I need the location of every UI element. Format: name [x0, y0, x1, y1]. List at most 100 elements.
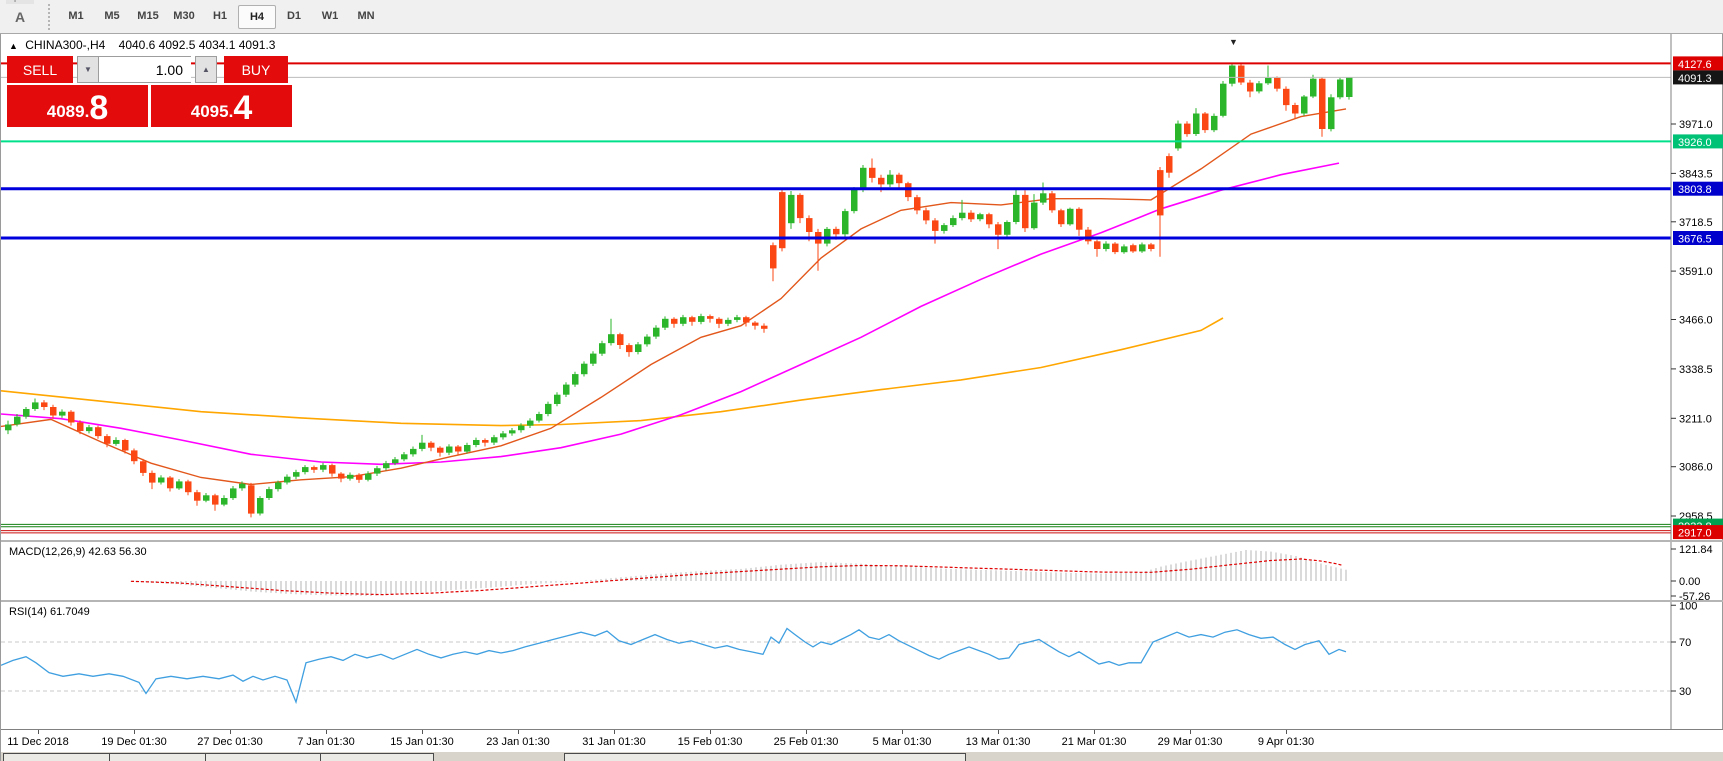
- one-click-trading-panel: SELL ▼ 1.00 ▲ BUY 4089. 8 4095. 4: [7, 56, 292, 127]
- time-tick: [806, 730, 807, 734]
- price-tick-label: 3843.5: [1679, 168, 1713, 180]
- time-tick: [614, 730, 615, 734]
- price-badge: 3676.5: [1673, 231, 1723, 246]
- time-tick: [518, 730, 519, 734]
- time-tick-label: 9 Apr 01:30: [1257, 736, 1315, 748]
- ma-fast-line: [1, 108, 1347, 486]
- time-tick: [326, 730, 327, 734]
- toolbar-separator: [48, 3, 50, 30]
- time-tick-label: 11 Dec 2018: [7, 736, 69, 748]
- time-tick-label: 7 Jan 01:30: [297, 736, 355, 748]
- sell-price[interactable]: 4089. 8: [7, 85, 148, 127]
- timeframe-m1-button[interactable]: M1: [68, 9, 84, 22]
- time-tick-label: 25 Feb 01:30: [773, 736, 839, 748]
- timeframe-m30-button[interactable]: M30: [173, 9, 195, 22]
- timeframe-h4-button[interactable]: H4: [238, 4, 276, 29]
- macd-histogram: [130, 550, 1347, 596]
- time-tick: [422, 730, 423, 734]
- time-tick: [1286, 730, 1287, 734]
- time-tick: [1094, 730, 1095, 734]
- ma-slow-line: [1, 317, 1224, 427]
- ohlc-readout: 4040.6 4092.5 4034.1 4091.3: [118, 38, 276, 52]
- panel-splitter[interactable]: [1, 600, 1723, 602]
- time-axis[interactable]: 11 Dec 2018 19 Dec 01:30 27 Dec 01:30 7 Jan…: [1, 729, 1723, 753]
- time-tick-label: 23 Jan 01:30: [486, 736, 550, 748]
- footer-box: [564, 753, 966, 761]
- rsi-tick-label: 100: [1679, 602, 1697, 612]
- timeframe-h1-button[interactable]: H1: [212, 9, 228, 22]
- time-tick: [1190, 730, 1191, 734]
- svg-text:3926.0: 3926.0: [1678, 137, 1712, 149]
- price-tick-label: 3466.0: [1679, 315, 1713, 327]
- price-tick-label: 3211.0: [1679, 413, 1712, 425]
- timeframe-group: M1 M5 M15 M30 H1 H4 D1 W1 MN: [58, 4, 384, 29]
- price-badge: 2917.0: [1673, 525, 1723, 540]
- time-tick-label: 27 Dec 01:30: [197, 736, 263, 748]
- sell-price-big-digit: 8: [89, 89, 109, 127]
- timeframe-m5-button[interactable]: M5: [104, 9, 120, 22]
- buy-button[interactable]: BUY: [224, 56, 288, 83]
- macd-tick-label: 121.84: [1679, 544, 1713, 556]
- timeframe-w1-button[interactable]: W1: [321, 9, 339, 22]
- svg-text:F: F: [14, 0, 19, 2]
- sell-button[interactable]: SELL: [7, 56, 73, 83]
- text-tool-icon[interactable]: A: [14, 8, 26, 25]
- price-tick-label: 3338.5: [1679, 364, 1713, 376]
- timeframe-d1-button[interactable]: D1: [286, 9, 302, 22]
- time-tick-label: 13 Mar 01:30: [965, 736, 1031, 748]
- ma-mid-line: [1, 162, 1340, 466]
- sell-price-main: 4089.: [46, 102, 90, 121]
- collapse-marker-icon[interactable]: ▲: [9, 41, 18, 51]
- volume-decrease-button[interactable]: ▼: [77, 56, 99, 83]
- bottom-tab-strip: [1, 752, 1723, 761]
- price-badge: 4091.3: [1673, 70, 1723, 85]
- chart-window[interactable]: ▲ CHINA300-,H4 4040.6 4092.5 4034.1 4091…: [0, 34, 1723, 761]
- time-tick: [710, 730, 711, 734]
- buy-price[interactable]: 4095. 4: [151, 85, 292, 127]
- price-badge: 3803.8: [1673, 181, 1723, 196]
- svg-text:3676.5: 3676.5: [1678, 234, 1712, 246]
- price-badge: 4127.6: [1673, 56, 1723, 71]
- price-tick-label: 3086.0: [1679, 462, 1713, 474]
- buy-price-big-digit: 4: [233, 89, 253, 127]
- volume-input[interactable]: 1.00: [99, 56, 191, 83]
- macd-label: MACD(12,26,9) 42.63 56.30: [9, 546, 147, 558]
- scroll-to-end-icon[interactable]: ▼: [1229, 37, 1238, 47]
- rsi-tick-label: 30: [1679, 686, 1691, 698]
- time-tick-label: 29 Mar 01:30: [1157, 736, 1223, 748]
- footer-box: [3, 753, 434, 761]
- price-tick-label: 3591.0: [1679, 266, 1713, 278]
- svg-text:4127.6: 4127.6: [1678, 59, 1712, 71]
- candles-layer: [5, 63, 1353, 518]
- panel-splitter[interactable]: [1, 540, 1723, 542]
- time-tick-label: 19 Dec 01:30: [101, 736, 167, 748]
- volume-increase-button[interactable]: ▲: [195, 56, 217, 83]
- timeframe-mn-button[interactable]: MN: [357, 9, 375, 22]
- macd-panel-canvas[interactable]: 121.84 0.00 -57.26: [1, 542, 1723, 600]
- time-tick: [998, 730, 999, 734]
- time-tick: [134, 730, 135, 734]
- time-tick: [38, 730, 39, 734]
- time-tick-label: 15 Jan 01:30: [390, 736, 454, 748]
- rsi-panel-canvas[interactable]: 100 70 30: [1, 602, 1723, 729]
- svg-text:4091.3: 4091.3: [1678, 73, 1712, 85]
- symbol-timeframe: CHINA300-,H4: [25, 38, 106, 52]
- chart-title: ▲ CHINA300-,H4 4040.6 4092.5 4034.1 4091…: [9, 38, 275, 52]
- timeframe-m15-button[interactable]: M15: [137, 9, 159, 22]
- price-badge: 3926.0: [1673, 134, 1723, 149]
- svg-text:2917.0: 2917.0: [1678, 528, 1712, 540]
- rsi-line: [1, 627, 1347, 705]
- fibonacci-retracement-tool-icon[interactable]: F: [6, 0, 34, 4]
- price-chart-canvas[interactable]: 3971.0 3843.5 3718.5 3591.0 3466.0 3338.5 3211…: [1, 34, 1723, 540]
- buy-price-main: 4095.: [190, 102, 234, 121]
- macd-tick-label: 0.00: [1679, 576, 1700, 588]
- rsi-tick-label: 70: [1679, 637, 1691, 649]
- time-tick-label: 15 Feb 01:30: [677, 736, 743, 748]
- macd-signal-line: [130, 558, 1344, 596]
- time-tick-label: 31 Jan 01:30: [582, 736, 646, 748]
- time-tick: [902, 730, 903, 734]
- rsi-label: RSI(14) 61.7049: [9, 606, 90, 618]
- price-tick-label: 3718.5: [1679, 217, 1713, 229]
- macd-tick-label: -57.26: [1679, 591, 1710, 600]
